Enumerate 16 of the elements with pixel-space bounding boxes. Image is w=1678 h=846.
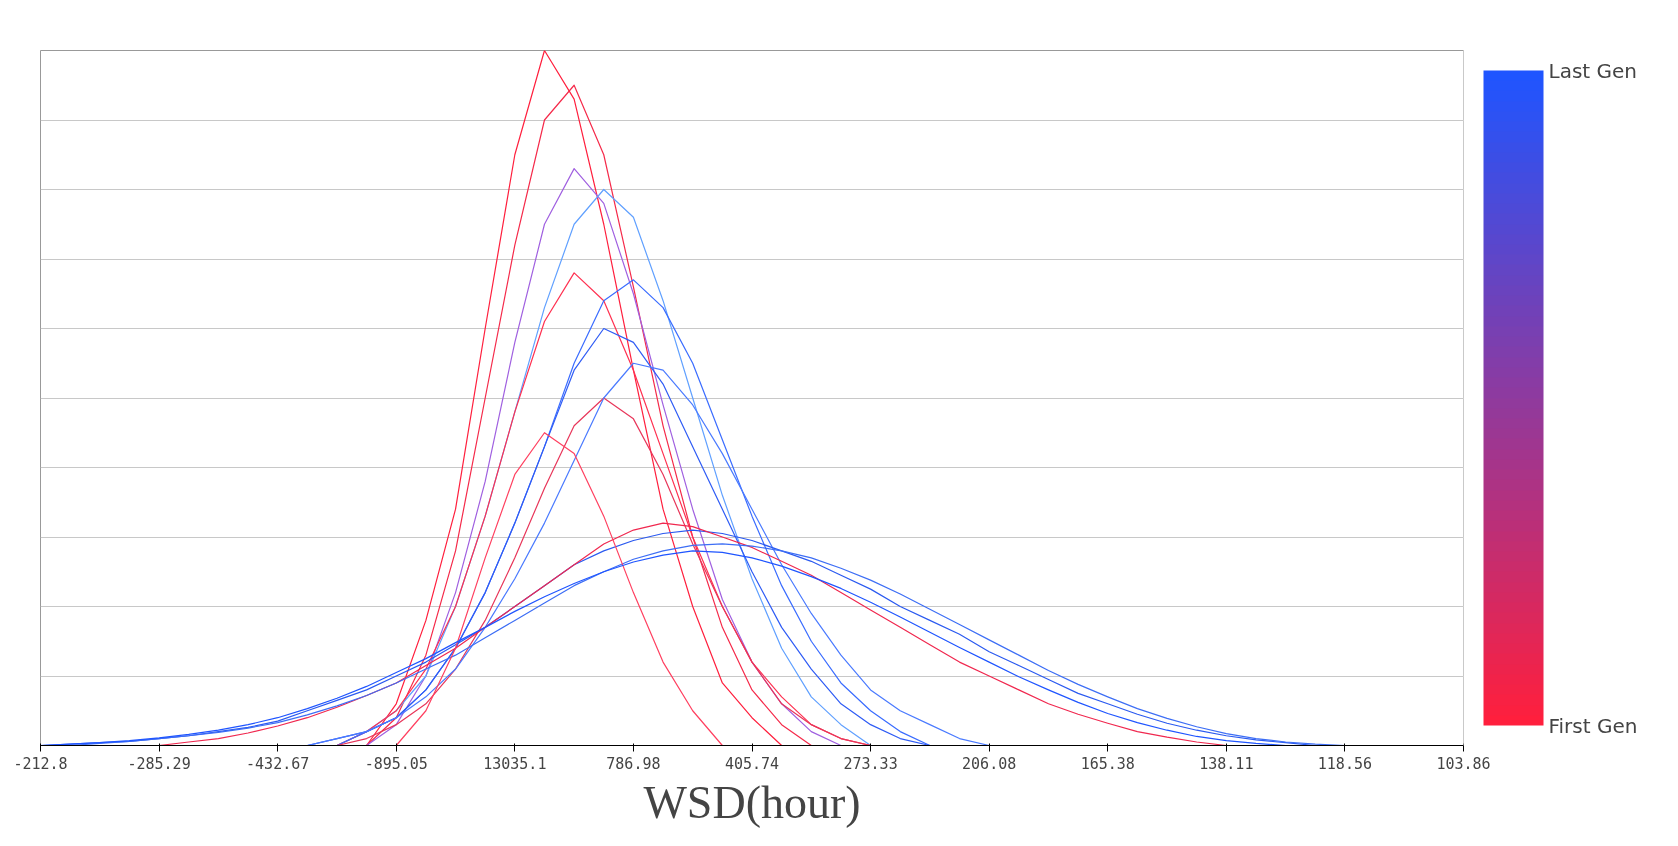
x-tick-label: 206.08 (962, 754, 1017, 773)
text: Last Gen (1548, 58, 1637, 83)
x-tick-label: 138.11 (1199, 754, 1254, 773)
x-tick-label: 118.56 (1317, 754, 1373, 773)
x-tick-label: 165.38 (1080, 754, 1135, 773)
x-tick-label: -212.8 (13, 754, 68, 773)
x-tick-label: -895.05 (364, 754, 428, 773)
x-axis-title: WSD(hour) (643, 776, 861, 828)
x-tick-label: 273.33 (843, 754, 898, 773)
x-tick-label: 786.98 (606, 754, 661, 773)
x-tick-label: 103.86 (1436, 754, 1491, 773)
x-tick-label: 405.74 (724, 754, 780, 773)
x-tick-label: -285.29 (127, 754, 191, 773)
x-tick-label: 13035.1 (483, 754, 547, 773)
text: First Gen (1548, 713, 1638, 738)
x-tick-label: -432.67 (246, 754, 310, 773)
